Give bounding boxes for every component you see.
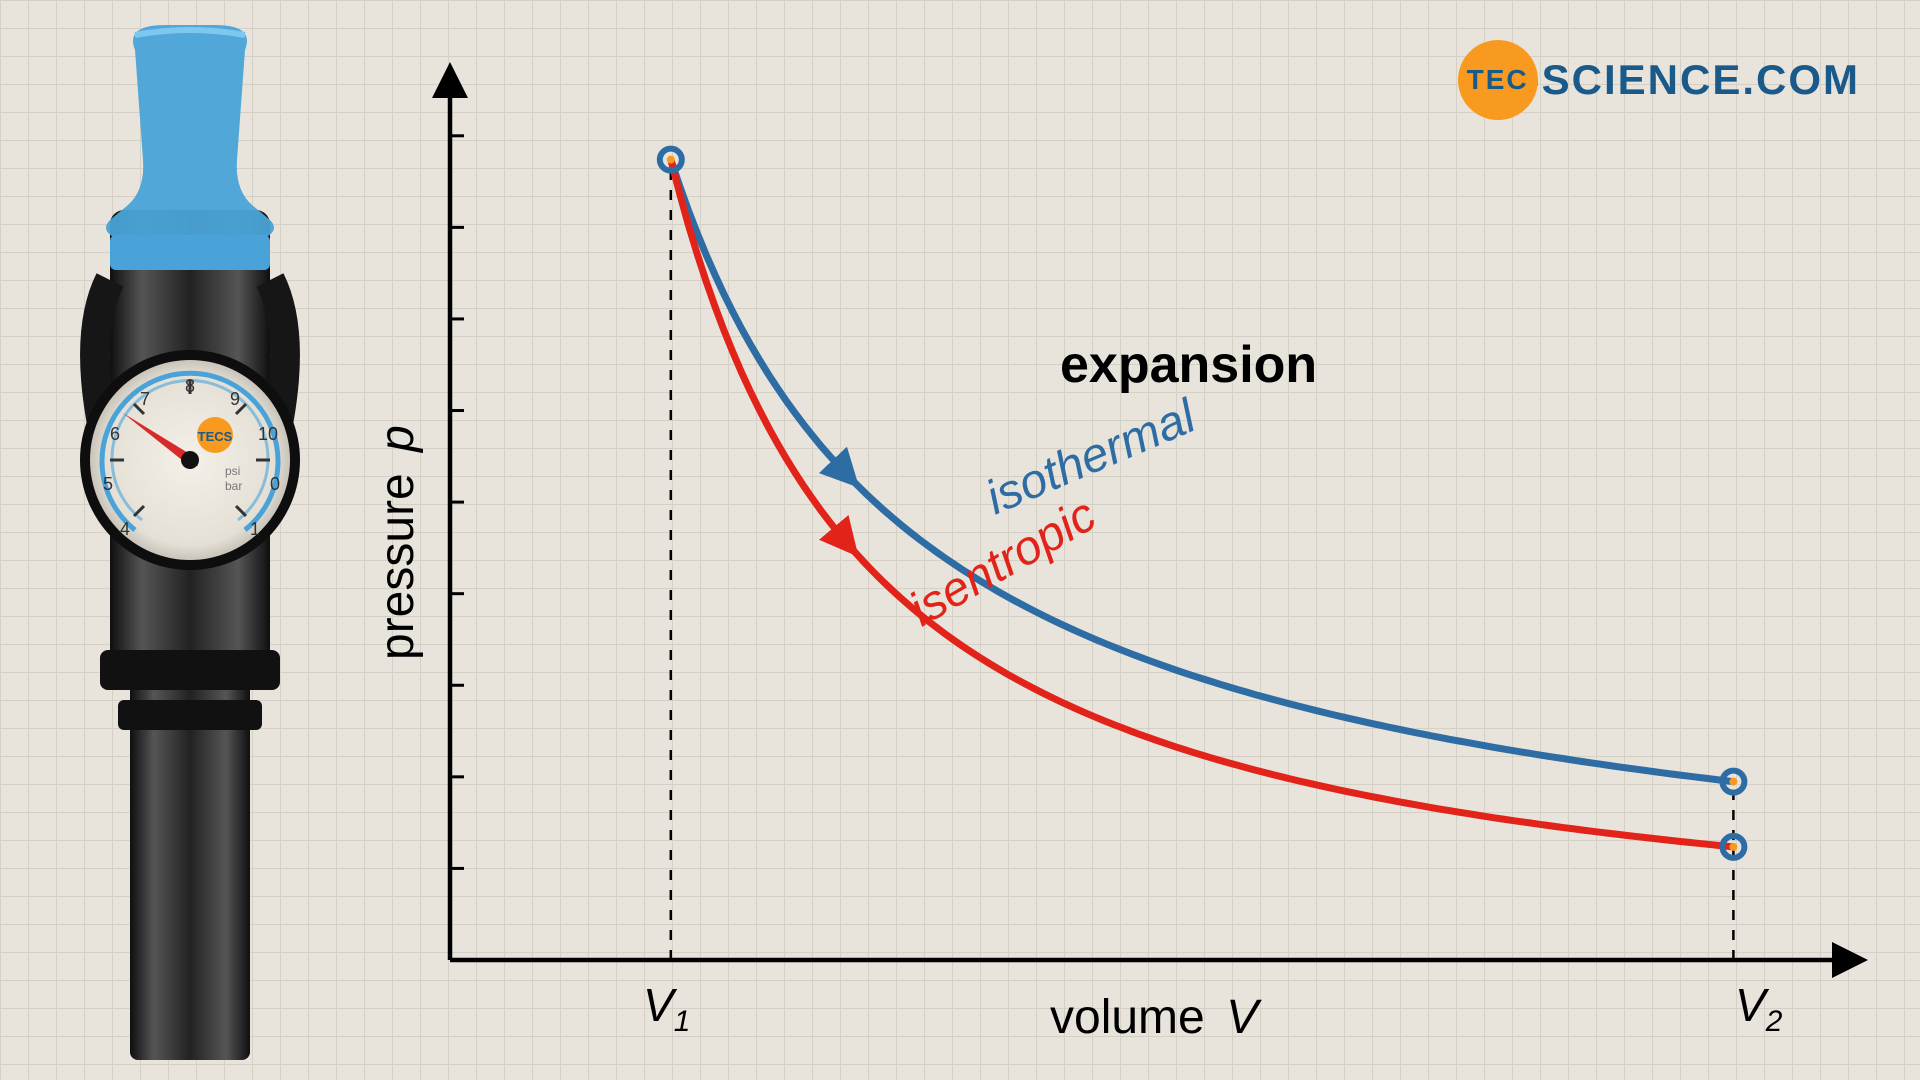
chart-svg: [400, 60, 1880, 1060]
svg-text:0: 0: [270, 474, 280, 494]
device-illustration: 4 5 6 7 8 9 10 0 1 psi bar TECS: [40, 20, 340, 1060]
svg-text:psi: psi: [225, 464, 240, 478]
chart-title: expansion: [1060, 335, 1317, 395]
y-axis-text: pressure: [371, 473, 424, 660]
logo-circle-text: TEC: [1467, 64, 1529, 96]
x-axis-var: V: [1226, 991, 1258, 1044]
logo-circle-icon: TEC: [1458, 40, 1538, 120]
svg-text:bar: bar: [225, 479, 242, 493]
svg-text:6: 6: [110, 424, 120, 444]
x-axis-label: volume V: [1050, 990, 1258, 1045]
svg-text:4: 4: [120, 519, 130, 539]
svg-text:10: 10: [258, 424, 278, 444]
pv-chart: pressure p volume V V1 V2 expansion isot…: [400, 60, 1880, 1060]
device-svg: 4 5 6 7 8 9 10 0 1 psi bar TECS: [40, 20, 340, 1060]
x-axis-text: volume: [1050, 991, 1205, 1044]
svg-text:TECS: TECS: [198, 429, 233, 444]
svg-text:5: 5: [103, 474, 113, 494]
x-tick-v2: V2: [1735, 978, 1782, 1039]
svg-text:9: 9: [230, 389, 240, 409]
svg-text:1: 1: [250, 519, 260, 539]
y-axis-label: pressure p: [370, 425, 425, 660]
svg-text:7: 7: [140, 389, 150, 409]
y-axis-var: p: [371, 425, 424, 452]
svg-text:8: 8: [185, 376, 195, 396]
x-tick-v1: V1: [643, 978, 690, 1039]
